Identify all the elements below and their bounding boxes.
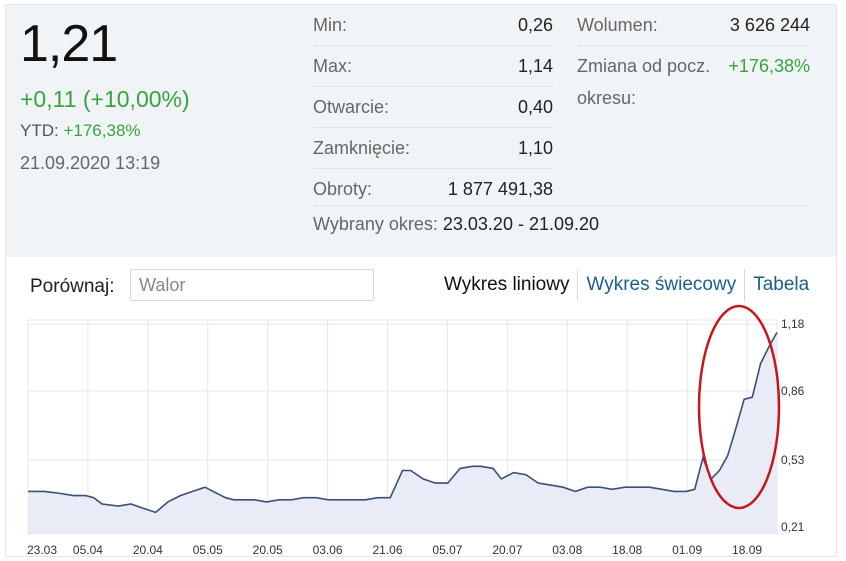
price-area	[28, 332, 777, 534]
stats-table-secondary: Wolumen: 3 626 244 Zmiana od pocz. +176,38…	[577, 5, 810, 86]
x-tick-label: 20.07	[492, 543, 522, 557]
stat-row-close: Zamknięcie: 1,10	[313, 128, 553, 169]
x-tick-label: 01.09	[672, 543, 702, 557]
x-tick-label: 03.08	[552, 543, 582, 557]
y-tick-label: 1,18	[781, 317, 805, 331]
highlight-ellipse	[697, 304, 781, 510]
stat-value: 1,14	[517, 55, 553, 76]
x-tick-label: 21.06	[373, 543, 403, 557]
tab-separator	[744, 269, 746, 301]
widget-frame	[5, 4, 837, 557]
ytd-label: YTD:	[20, 121, 59, 140]
period-label: Wybrany okres:	[313, 214, 438, 234]
ytd-value: +176,38%	[63, 121, 141, 140]
stat-label: Zamknięcie:	[313, 137, 411, 158]
selected-period: Wybrany okres: 23.03.20 - 21.09.20	[313, 205, 810, 235]
price-line	[28, 332, 778, 514]
stat-label: Max:	[313, 55, 353, 76]
x-tick-label: 05.04	[73, 543, 103, 557]
y-tick-label: 0,53	[781, 453, 805, 467]
stat-row-period-change: Zmiana od pocz. +176,38%	[577, 46, 810, 86]
tab-separator	[577, 269, 579, 301]
tab-candlestick-chart[interactable]: Wykres świecowy	[586, 274, 737, 295]
stat-value: 3 626 244	[729, 14, 810, 35]
stat-label: Zmiana od pocz.	[577, 55, 711, 76]
stat-row-max: Max: 1,14	[313, 46, 553, 87]
stat-label: Wolumen:	[577, 14, 658, 35]
stat-value: +176,38%	[728, 55, 810, 76]
stat-value: 0,26	[517, 14, 553, 35]
x-tick-label: 05.07	[432, 543, 462, 557]
ytd-change: YTD: +176,38%	[20, 121, 141, 141]
chart-view-tabs: Wykres liniowy Wykres świecowy Tabela	[436, 268, 817, 302]
compare-label: Porównaj:	[30, 276, 115, 297]
tab-line-chart[interactable]: Wykres liniowy	[444, 274, 570, 295]
period-value: 23.03.20 - 21.09.20	[442, 214, 600, 234]
x-tick-label: 05.05	[193, 543, 223, 557]
stat-row-volume: Wolumen: 3 626 244	[577, 5, 810, 46]
stat-value: 1 877 491,38	[447, 178, 553, 199]
x-tick-label: 18.08	[612, 543, 642, 557]
last-price: 1,21	[20, 15, 118, 73]
stat-value: 0,40	[517, 96, 553, 117]
stat-row-open: Otwarcie: 0,40	[313, 87, 553, 128]
stats-table: Min: 0,26 Max: 1,14 Otwarcie: 0,40 Zamknięc…	[313, 5, 553, 209]
quote-datetime: 21.09.2020 13:19	[20, 153, 161, 173]
period-change-label-cont: okresu:	[577, 88, 637, 108]
quote-panel	[6, 5, 836, 257]
x-tick-label: 03.06	[313, 543, 343, 557]
stat-label: Otwarcie:	[313, 96, 390, 117]
stat-value: 1,10	[517, 137, 553, 158]
stat-label: Min:	[313, 14, 348, 35]
x-tick-label: 23.03	[27, 543, 57, 557]
stat-row-turnover: Obroty: 1 877 491,38	[313, 169, 553, 209]
y-tick-label: 0,21	[781, 520, 805, 534]
stat-label: Obroty:	[313, 178, 373, 199]
x-tick-label: 20.04	[133, 543, 163, 557]
price-change: +0,11 (+10,00%)	[20, 86, 190, 112]
tab-table[interactable]: Tabela	[753, 274, 810, 295]
y-tick-label: 0,86	[781, 384, 805, 398]
x-tick-label: 18.09	[732, 543, 762, 557]
compare-input[interactable]	[130, 269, 374, 301]
stat-row-min: Min: 0,26	[313, 5, 553, 46]
x-tick-label: 20.05	[253, 543, 283, 557]
